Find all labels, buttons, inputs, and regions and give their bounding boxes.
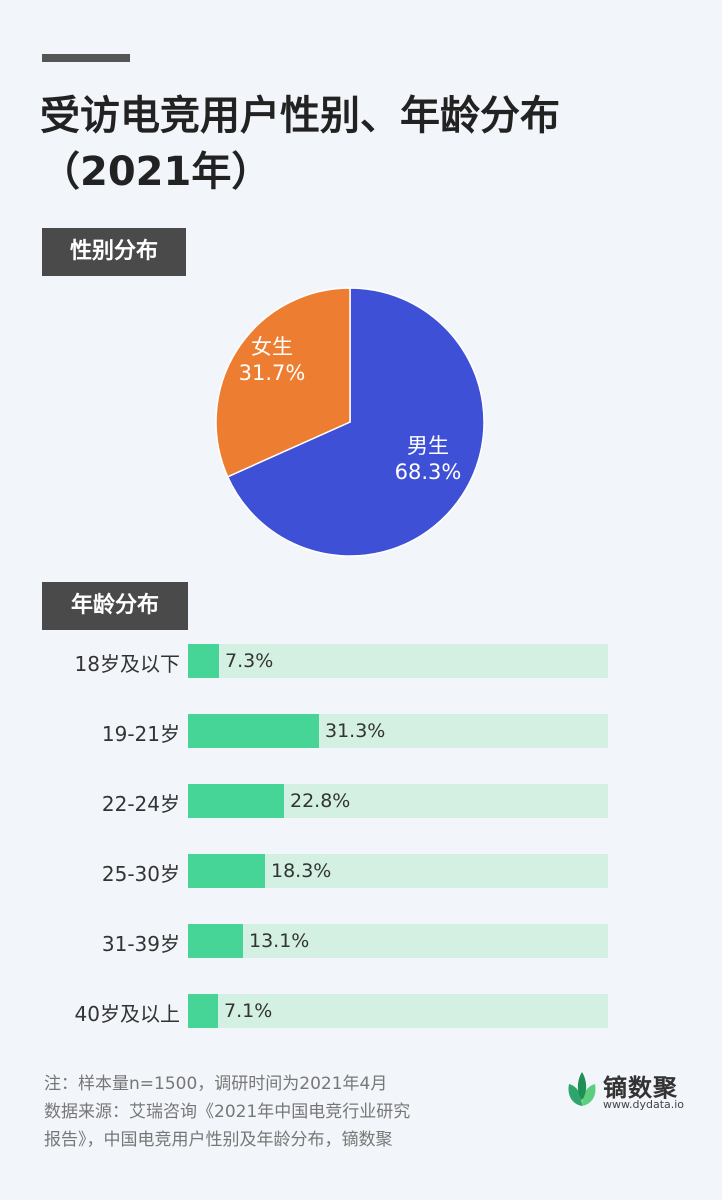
leaf-icon [568, 1072, 596, 1106]
pie-label-value: 68.3% [395, 460, 462, 484]
pie-label-name: 女生 [251, 335, 293, 359]
age-bar-value-label: 7.3% [225, 650, 274, 672]
age-bar [188, 994, 218, 1028]
age-bar-value-label: 7.1% [224, 1000, 273, 1022]
footnote-line: 数据来源：艾瑞咨询《2021年中国电竞行业研究 [44, 1102, 411, 1122]
age-category-label: 18岁及以下 [74, 652, 180, 676]
age-category-label: 22-24岁 [101, 792, 180, 816]
age-bar [188, 714, 319, 748]
age-bar-value-label: 22.8% [290, 790, 351, 812]
age-bar-value-label: 31.3% [325, 720, 386, 742]
age-bar-track: 18.3% [188, 854, 608, 888]
age-bar-track: 7.1% [188, 994, 608, 1028]
pie-slice-male [226, 287, 485, 557]
age-bar [188, 854, 265, 888]
page-title: 受访电竞用户性别、年龄分布（2021年） [40, 93, 560, 195]
age-bar-track: 13.1% [188, 924, 608, 958]
decorative-top-bar [42, 54, 130, 62]
age-bar [188, 644, 219, 678]
footnote-line: 注：样本量n=1500，调研时间为2021年4月 [44, 1074, 388, 1094]
age-bar [188, 784, 284, 818]
footnote-line: 报告》，中国电竞用户性别及年龄分布，镝数聚 [44, 1130, 393, 1150]
pie-label-name: 男生 [407, 434, 449, 458]
brand-logo: 镝数聚 www.dydata.io [565, 1068, 705, 1118]
age-bar [188, 924, 243, 958]
age-section-tag: 年龄分布 [42, 582, 188, 630]
age-category-label: 19-21岁 [101, 722, 180, 746]
age-bar-track: 31.3% [188, 714, 608, 748]
logo-url: www.dydata.io [603, 1098, 685, 1111]
footnote: 注：样本量n=1500，调研时间为2021年4月 数据来源：艾瑞咨询《2021年… [44, 1070, 544, 1154]
logo-name: 镝数聚 [603, 1074, 678, 1102]
age-bar-track: 22.8% [188, 784, 608, 818]
age-category-label: 31-39岁 [101, 932, 180, 956]
pie-slice-female [215, 287, 351, 478]
age-bar-value-label: 13.1% [249, 930, 310, 952]
age-bar-track: 7.3% [188, 644, 608, 678]
pie-label-value: 31.7% [239, 361, 306, 385]
age-category-label: 40岁及以上 [74, 1002, 180, 1026]
age-bar-value-label: 18.3% [271, 860, 332, 882]
gender-section-tag: 性别分布 [42, 228, 186, 276]
age-category-label: 25-30岁 [101, 862, 180, 886]
